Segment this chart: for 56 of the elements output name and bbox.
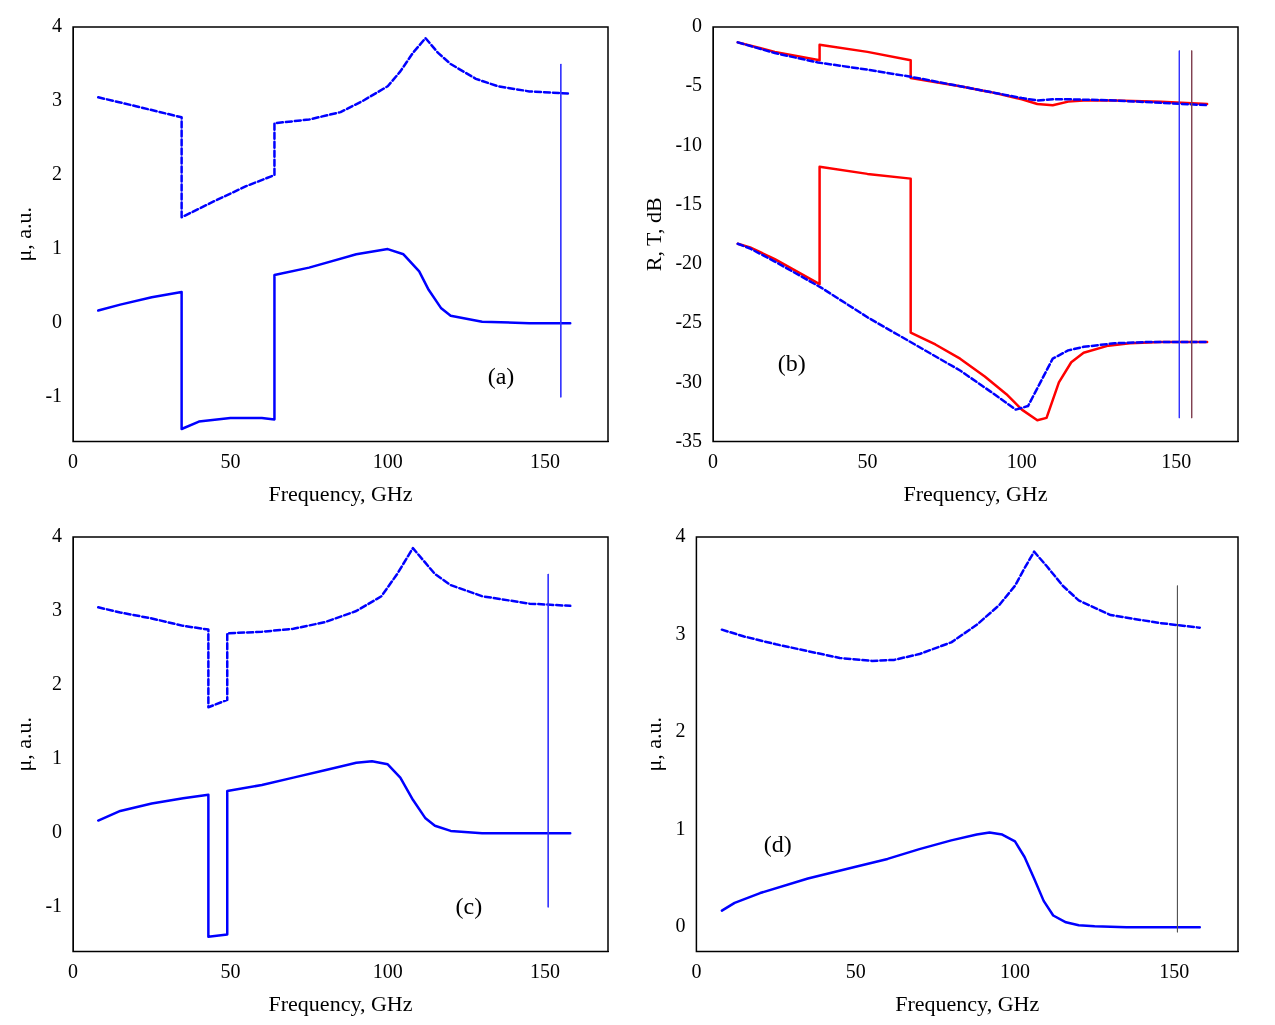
x-tick-label: 150	[1159, 959, 1190, 982]
y-axis-title: μ, a.u.	[10, 207, 36, 262]
y-tick-label: 4	[52, 524, 63, 547]
y-tick-label: -1	[45, 894, 63, 917]
x-tick-label: 50	[220, 449, 241, 472]
x-tick-label: 0	[68, 449, 79, 472]
y-tick-label: 0	[52, 310, 63, 333]
x-tick-label: 100	[372, 959, 403, 982]
y-tick-label: -1	[45, 384, 63, 407]
line-series	[736, 242, 1209, 411]
x-axis-title: Frequency, GHz	[895, 990, 1040, 1016]
y-tick-label: -35	[675, 428, 703, 451]
annotation: (d)	[763, 831, 792, 858]
x-tick-label: 50	[220, 959, 241, 982]
x-tick-label: 0	[708, 449, 719, 472]
annotation: (a)	[487, 362, 515, 389]
line-series	[96, 546, 572, 709]
y-tick-label: 1	[52, 746, 63, 769]
annotation: (c)	[455, 893, 483, 920]
y-tick-label: 0	[52, 820, 63, 843]
y-tick-label: 2	[675, 719, 686, 742]
y-tick-label: -10	[675, 132, 703, 155]
y-tick-label: 4	[52, 14, 63, 37]
x-axis-title: Frequency, GHz	[268, 480, 413, 506]
line-series	[720, 550, 1202, 663]
y-tick-label: 4	[675, 524, 686, 547]
x-tick-label: 100	[372, 449, 403, 472]
y-tick-label: 3	[52, 598, 63, 621]
line-series	[96, 36, 572, 219]
y-tick-label: 1	[52, 236, 63, 259]
y-tick-label: 1	[675, 816, 686, 839]
x-tick-label: 150	[530, 959, 561, 982]
x-tick-label: 50	[857, 449, 878, 472]
x-tick-label: 100	[1006, 449, 1037, 472]
y-tick-label: 0	[692, 14, 703, 37]
y-tick-label: -25	[675, 310, 703, 333]
annotation: (b)	[777, 350, 806, 377]
y-tick-label: 3	[52, 88, 63, 111]
x-axis-title: Frequency, GHz	[268, 990, 413, 1016]
x-tick-label: 150	[1161, 449, 1192, 472]
y-axis-title: μ, a.u.	[10, 717, 36, 772]
y-tick-label: 2	[52, 162, 63, 185]
y-tick-label: -20	[675, 251, 703, 274]
x-axis-title: Frequency, GHz	[903, 480, 1048, 506]
x-tick-label: 150	[530, 449, 561, 472]
y-tick-label: 3	[675, 621, 686, 644]
y-axis-title: μ, a.u.	[640, 717, 666, 772]
y-tick-label: -15	[675, 191, 703, 214]
x-tick-label: 0	[68, 959, 79, 982]
y-tick-label: 2	[52, 672, 63, 695]
y-tick-label: -30	[675, 369, 703, 392]
y-axis-title: R, T, dB	[640, 197, 666, 272]
x-tick-label: 50	[845, 959, 866, 982]
y-tick-label: -5	[685, 73, 703, 96]
x-tick-label: 100	[999, 959, 1030, 982]
y-tick-label: 0	[675, 914, 686, 937]
